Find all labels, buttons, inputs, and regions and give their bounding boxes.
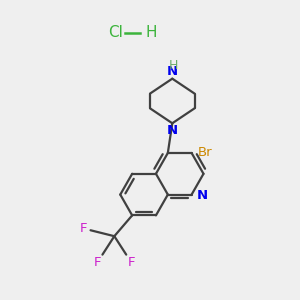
Text: F: F (128, 256, 135, 269)
Text: N: N (167, 65, 178, 78)
Text: N: N (197, 189, 208, 202)
Text: F: F (94, 256, 101, 269)
Text: N: N (167, 124, 178, 137)
Text: H: H (169, 59, 178, 72)
Text: F: F (80, 222, 88, 235)
Text: Cl: Cl (108, 25, 123, 40)
Text: Br: Br (198, 146, 213, 159)
Text: H: H (146, 25, 157, 40)
